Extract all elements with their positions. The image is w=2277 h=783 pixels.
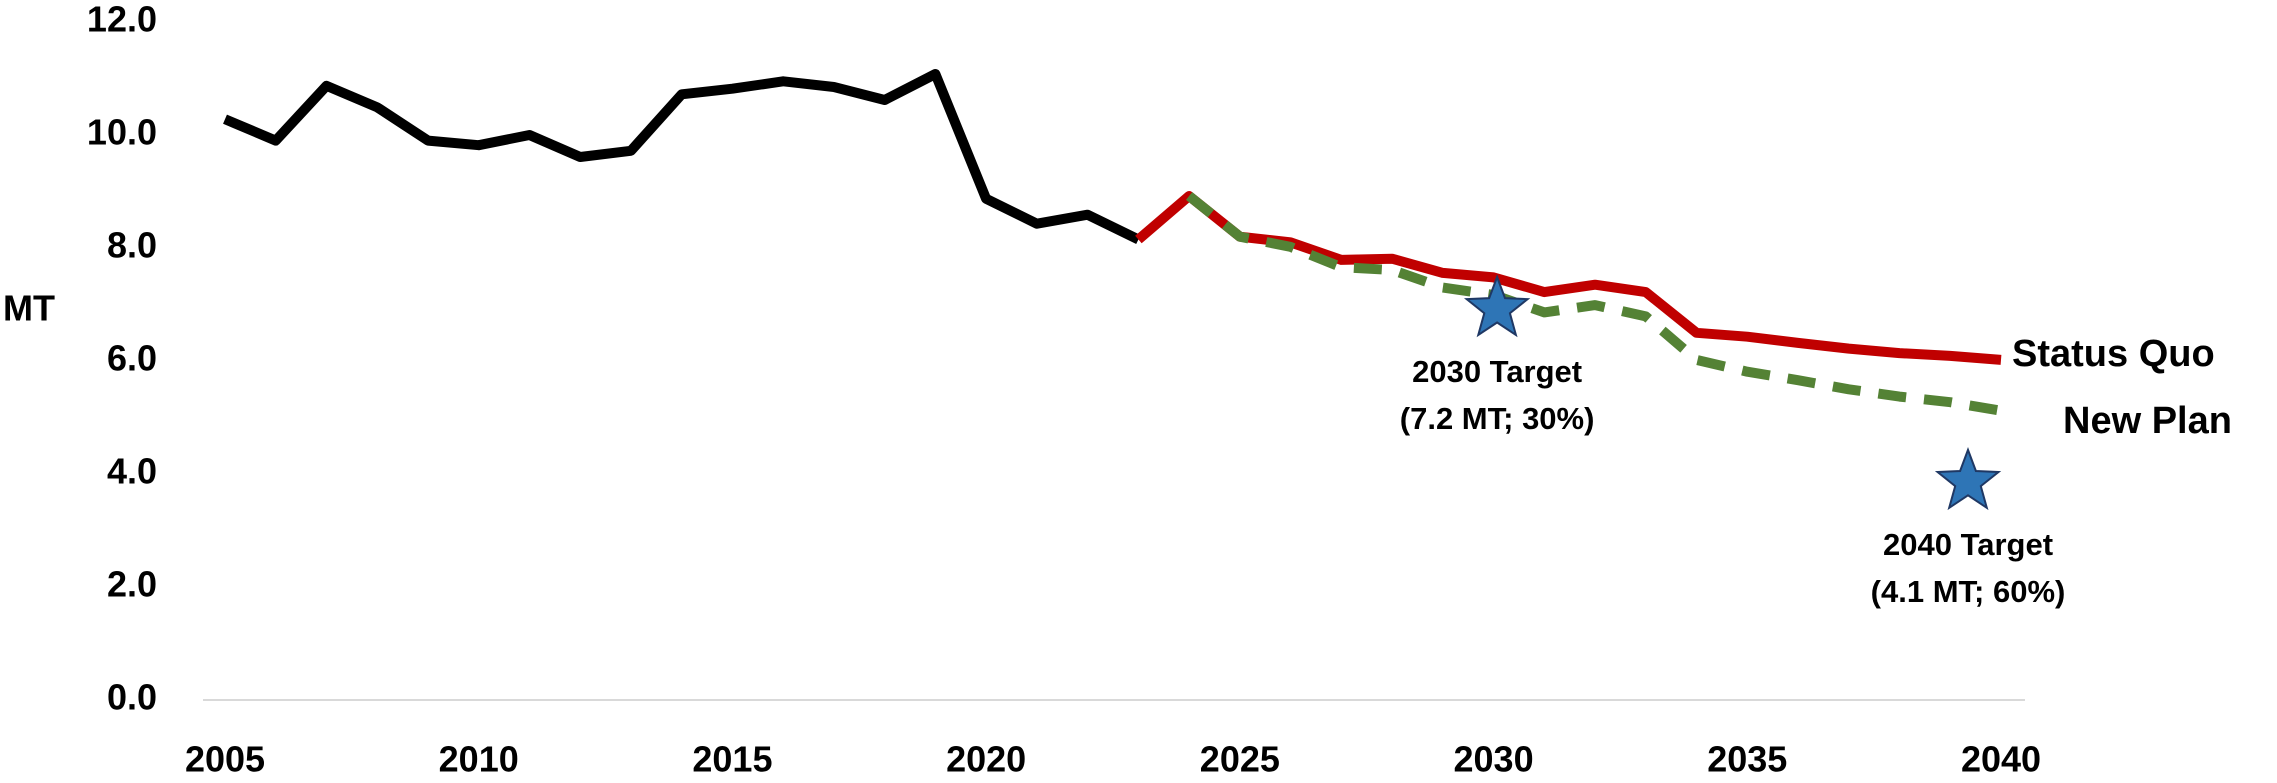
x-tick-label: 2035 <box>1707 739 1787 780</box>
series-line <box>1135 191 2002 365</box>
series-label: New Plan <box>2063 400 2232 442</box>
y-tick-label: 4.0 <box>107 451 157 492</box>
x-tick-label: 2005 <box>185 739 265 780</box>
target-label: 2040 Target <box>1883 527 2053 562</box>
x-tick-label: 2010 <box>439 739 519 780</box>
y-tick-label: 8.0 <box>107 225 157 266</box>
series-line <box>1185 192 2002 416</box>
y-tick-label: 2.0 <box>107 564 157 605</box>
x-tick-label: 2030 <box>1454 739 1534 780</box>
y-tick-label: 6.0 <box>107 338 157 379</box>
y-tick-label: 10.0 <box>87 112 157 153</box>
y-axis-label: MT <box>3 288 55 329</box>
target-star <box>1464 274 1531 338</box>
series-line <box>223 69 1141 244</box>
y-tick-label: 0.0 <box>107 677 157 718</box>
y-tick-label: 12.0 <box>87 0 157 40</box>
x-tick-label: 2020 <box>946 739 1026 780</box>
target-star <box>1934 447 2002 511</box>
target-label: 2030 Target <box>1412 354 1582 389</box>
x-tick-label: 2040 <box>1961 739 2041 780</box>
x-tick-label: 2025 <box>1200 739 1280 780</box>
series-label: Status Quo <box>2012 333 2215 375</box>
target-label: (7.2 MT; 30%) <box>1400 401 1595 436</box>
target-label: (4.1 MT; 60%) <box>1871 574 2066 609</box>
x-tick-label: 2015 <box>692 739 772 780</box>
